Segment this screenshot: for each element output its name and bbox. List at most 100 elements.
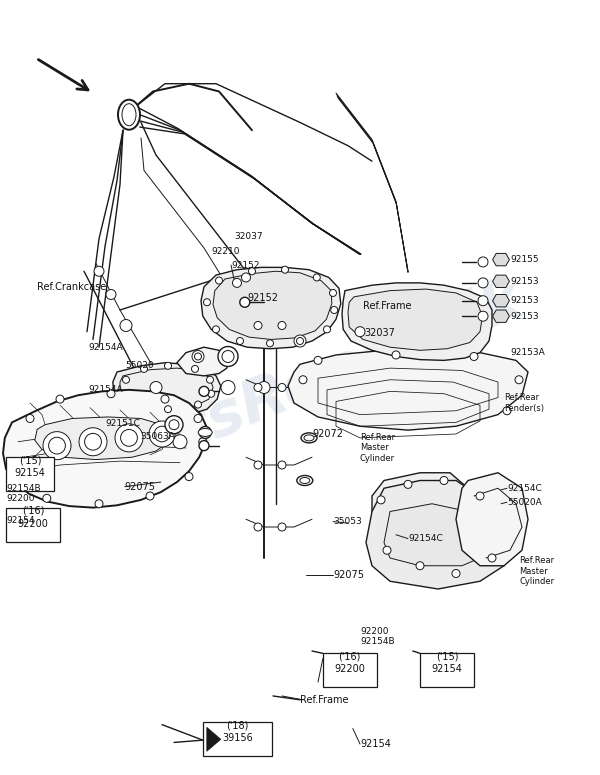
Ellipse shape [452, 570, 460, 577]
Polygon shape [113, 363, 221, 415]
Text: 92153: 92153 [510, 296, 539, 305]
Ellipse shape [240, 298, 250, 307]
Ellipse shape [106, 290, 116, 299]
Ellipse shape [13, 523, 20, 531]
Ellipse shape [218, 346, 238, 367]
Text: 35053: 35053 [333, 517, 362, 526]
Ellipse shape [198, 429, 212, 436]
Ellipse shape [222, 350, 234, 363]
Ellipse shape [233, 278, 241, 288]
Text: 92152: 92152 [248, 294, 279, 303]
Text: 92154: 92154 [360, 739, 391, 749]
Ellipse shape [165, 415, 183, 434]
Text: ('18): ('18) [226, 720, 248, 730]
Polygon shape [456, 473, 528, 566]
Ellipse shape [49, 437, 65, 454]
Ellipse shape [478, 312, 488, 321]
Text: 92200: 92200 [6, 494, 35, 503]
Text: ('15): ('15) [19, 455, 41, 465]
Text: 92154B: 92154B [360, 637, 395, 646]
Ellipse shape [79, 428, 107, 456]
Polygon shape [372, 473, 468, 558]
Ellipse shape [254, 523, 262, 531]
Ellipse shape [118, 100, 140, 129]
Text: 92154C: 92154C [507, 484, 542, 493]
Ellipse shape [206, 376, 214, 384]
Ellipse shape [8, 469, 16, 477]
Text: ('16): ('16) [338, 651, 361, 661]
Ellipse shape [13, 469, 20, 477]
Ellipse shape [85, 433, 101, 450]
Ellipse shape [154, 426, 170, 442]
Ellipse shape [296, 337, 304, 345]
Ellipse shape [115, 424, 143, 452]
Text: 92200: 92200 [17, 518, 49, 529]
Text: ('16): ('16) [22, 505, 44, 515]
Text: 92075: 92075 [333, 570, 364, 580]
Text: 92153A: 92153A [510, 348, 545, 357]
Ellipse shape [121, 429, 137, 446]
Bar [420, 653, 474, 687]
Ellipse shape [258, 381, 270, 394]
Ellipse shape [215, 277, 223, 284]
Text: Ref.Rear
Master
Cylinder: Ref.Rear Master Cylinder [360, 433, 395, 463]
Ellipse shape [278, 384, 286, 391]
Text: 92154: 92154 [431, 664, 463, 674]
Text: 92154: 92154 [14, 468, 46, 478]
Ellipse shape [95, 500, 103, 508]
Ellipse shape [94, 267, 104, 276]
Ellipse shape [254, 384, 262, 391]
Text: 92154C: 92154C [408, 534, 443, 543]
Text: Ref.Rear
Master
Cylinder: Ref.Rear Master Cylinder [519, 556, 554, 586]
Polygon shape [3, 390, 207, 508]
Text: 92154: 92154 [6, 516, 35, 525]
Text: 92153: 92153 [510, 277, 539, 286]
Text: 92152: 92152 [231, 260, 260, 270]
Ellipse shape [278, 322, 286, 329]
Text: 92154A: 92154A [89, 343, 124, 352]
Ellipse shape [185, 473, 193, 480]
Ellipse shape [301, 433, 317, 443]
Polygon shape [35, 417, 168, 460]
Ellipse shape [488, 554, 496, 562]
Text: 92200: 92200 [360, 627, 389, 636]
Polygon shape [288, 349, 528, 430]
Ellipse shape [146, 492, 154, 500]
Text: 92153: 92153 [510, 312, 539, 321]
Polygon shape [493, 294, 509, 307]
Text: 92210: 92210 [212, 247, 240, 257]
Ellipse shape [122, 104, 136, 126]
Ellipse shape [169, 420, 179, 429]
Ellipse shape [203, 298, 211, 306]
Ellipse shape [297, 476, 313, 485]
Ellipse shape [248, 267, 256, 275]
Ellipse shape [194, 401, 202, 408]
Bar [323, 653, 377, 687]
Ellipse shape [515, 376, 523, 384]
Text: 92154A: 92154A [89, 385, 124, 394]
Text: 32037: 32037 [365, 329, 395, 338]
Ellipse shape [313, 274, 320, 281]
Ellipse shape [191, 365, 199, 373]
Ellipse shape [13, 533, 20, 541]
Polygon shape [493, 275, 509, 288]
Ellipse shape [416, 562, 424, 570]
Ellipse shape [478, 278, 488, 288]
Text: 92200: 92200 [334, 664, 365, 674]
Polygon shape [177, 347, 228, 376]
Ellipse shape [122, 376, 130, 384]
Polygon shape [207, 727, 221, 751]
Ellipse shape [120, 319, 132, 332]
Ellipse shape [173, 435, 187, 449]
Polygon shape [384, 504, 480, 566]
Ellipse shape [278, 461, 286, 469]
Ellipse shape [150, 381, 162, 394]
Bar [6, 457, 54, 491]
Ellipse shape [221, 381, 235, 394]
Ellipse shape [281, 266, 289, 274]
Ellipse shape [212, 326, 220, 333]
Text: 32037: 32037 [234, 232, 263, 241]
Ellipse shape [241, 273, 251, 282]
Text: 92075: 92075 [125, 482, 156, 491]
Ellipse shape [299, 376, 307, 384]
